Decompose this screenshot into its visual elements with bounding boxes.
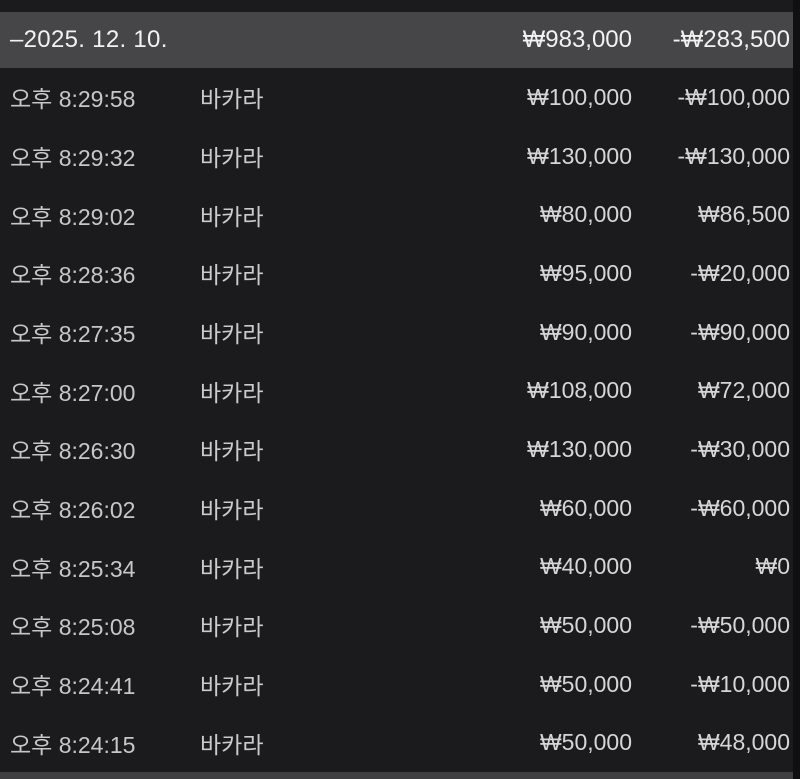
transaction-time: 오후 8:26:02 xyxy=(10,497,136,524)
transaction-row[interactable]: 오후 8:29:02 바카라 ₩80,000 ₩86,500 xyxy=(0,185,800,245)
transaction-profit: ₩72,000 xyxy=(697,377,790,404)
transaction-row[interactable]: 오후 8:25:34 바카라 ₩40,000 ₩0 xyxy=(0,537,800,597)
transaction-bet: ₩40,000 xyxy=(539,553,632,580)
transaction-row[interactable]: 오후 8:27:35 바카라 ₩90,000 -₩90,000 xyxy=(0,302,800,362)
transaction-time: 오후 8:24:41 xyxy=(10,673,136,700)
section-total-profit: -₩283,500 xyxy=(672,26,790,53)
transaction-time: 오후 8:26:30 xyxy=(10,438,136,465)
transaction-profit: -₩60,000 xyxy=(690,494,790,521)
transaction-game: 바카라 xyxy=(200,438,264,465)
transaction-row[interactable]: 오후 8:24:41 바카라 ₩50,000 -₩10,000 xyxy=(0,654,800,714)
transaction-bet: ₩100,000 xyxy=(527,83,632,110)
transaction-row[interactable]: 오후 8:29:32 바카라 ₩130,000 -₩130,000 xyxy=(0,126,800,186)
transaction-game: 바카라 xyxy=(200,497,264,524)
transaction-time: 오후 8:29:32 xyxy=(10,145,136,171)
transaction-game: 바카라 xyxy=(200,379,264,406)
transaction-row[interactable]: 오후 8:26:30 바카라 ₩130,000 -₩30,000 xyxy=(0,420,800,479)
transaction-profit: -₩50,000 xyxy=(690,611,790,638)
transaction-row[interactable]: 오후 8:26:02 바카라 ₩60,000 -₩60,000 xyxy=(0,478,800,538)
next-date-section-header-partial[interactable] xyxy=(0,772,800,779)
transaction-profit: -₩30,000 xyxy=(690,435,790,462)
transaction-row[interactable]: 오후 8:25:08 바카라 ₩50,000 -₩50,000 xyxy=(0,596,800,655)
transaction-profit: ₩48,000 xyxy=(697,729,790,756)
transaction-bet: ₩130,000 xyxy=(527,435,632,462)
transaction-bet: ₩108,000 xyxy=(527,377,632,404)
previous-section-gap xyxy=(0,0,800,12)
section-date-label: –2025. 12. 10. xyxy=(10,26,168,53)
transaction-bet: ₩80,000 xyxy=(539,201,632,228)
transaction-row[interactable]: 오후 8:27:00 바카라 ₩108,000 ₩72,000 xyxy=(0,361,800,421)
transaction-profit: -₩10,000 xyxy=(690,670,790,697)
transaction-game: 바카라 xyxy=(200,86,264,113)
transaction-time: 오후 8:29:58 xyxy=(10,86,136,113)
transaction-time: 오후 8:29:02 xyxy=(10,203,136,230)
transaction-bet: ₩50,000 xyxy=(539,729,632,756)
date-section-header[interactable]: –2025. 12. 10. ₩983,000 -₩283,500 xyxy=(0,12,800,68)
transaction-time: 오후 8:28:36 xyxy=(10,262,136,289)
transaction-profit: -₩100,000 xyxy=(677,83,790,110)
transaction-time: 오후 8:27:35 xyxy=(10,321,136,348)
transaction-bet: ₩50,000 xyxy=(539,611,632,638)
section-total-bet: ₩983,000 xyxy=(522,26,632,53)
transaction-profit: -₩20,000 xyxy=(690,259,790,286)
transaction-row[interactable]: 오후 8:29:58 바카라 ₩100,000 -₩100,000 xyxy=(0,68,800,127)
transaction-bet: ₩95,000 xyxy=(539,259,632,286)
transaction-profit: ₩0 xyxy=(755,553,791,580)
transaction-game: 바카라 xyxy=(200,673,264,700)
transaction-time: 오후 8:25:08 xyxy=(10,614,136,641)
transaction-bet: ₩90,000 xyxy=(539,318,632,345)
scrollbar-gutter[interactable] xyxy=(793,0,800,779)
transaction-game: 바카라 xyxy=(200,731,264,758)
transaction-game: 바카라 xyxy=(200,203,264,230)
transaction-game: 바카라 xyxy=(200,555,264,582)
transaction-row[interactable]: 오후 8:28:36 바카라 ₩95,000 -₩20,000 xyxy=(0,244,800,303)
transaction-game: 바카라 xyxy=(200,614,264,641)
transaction-time: 오후 8:24:15 xyxy=(10,731,136,758)
transaction-list: 오후 8:29:58 바카라 ₩100,000 -₩100,000 오후 8:2… xyxy=(0,68,800,773)
transaction-time: 오후 8:25:34 xyxy=(10,555,136,582)
transaction-profit: ₩86,500 xyxy=(697,201,790,228)
transaction-bet: ₩130,000 xyxy=(527,142,632,169)
transaction-profit: -₩130,000 xyxy=(677,142,790,169)
transaction-bet: ₩60,000 xyxy=(539,494,632,521)
transaction-row[interactable]: 오후 8:24:15 바카라 ₩50,000 ₩48,000 xyxy=(0,713,800,773)
transaction-game: 바카라 xyxy=(200,145,264,171)
transaction-game: 바카라 xyxy=(200,262,264,289)
transaction-game: 바카라 xyxy=(200,321,264,348)
transaction-profit: -₩90,000 xyxy=(690,318,790,345)
transaction-bet: ₩50,000 xyxy=(539,670,632,697)
transaction-time: 오후 8:27:00 xyxy=(10,379,136,406)
